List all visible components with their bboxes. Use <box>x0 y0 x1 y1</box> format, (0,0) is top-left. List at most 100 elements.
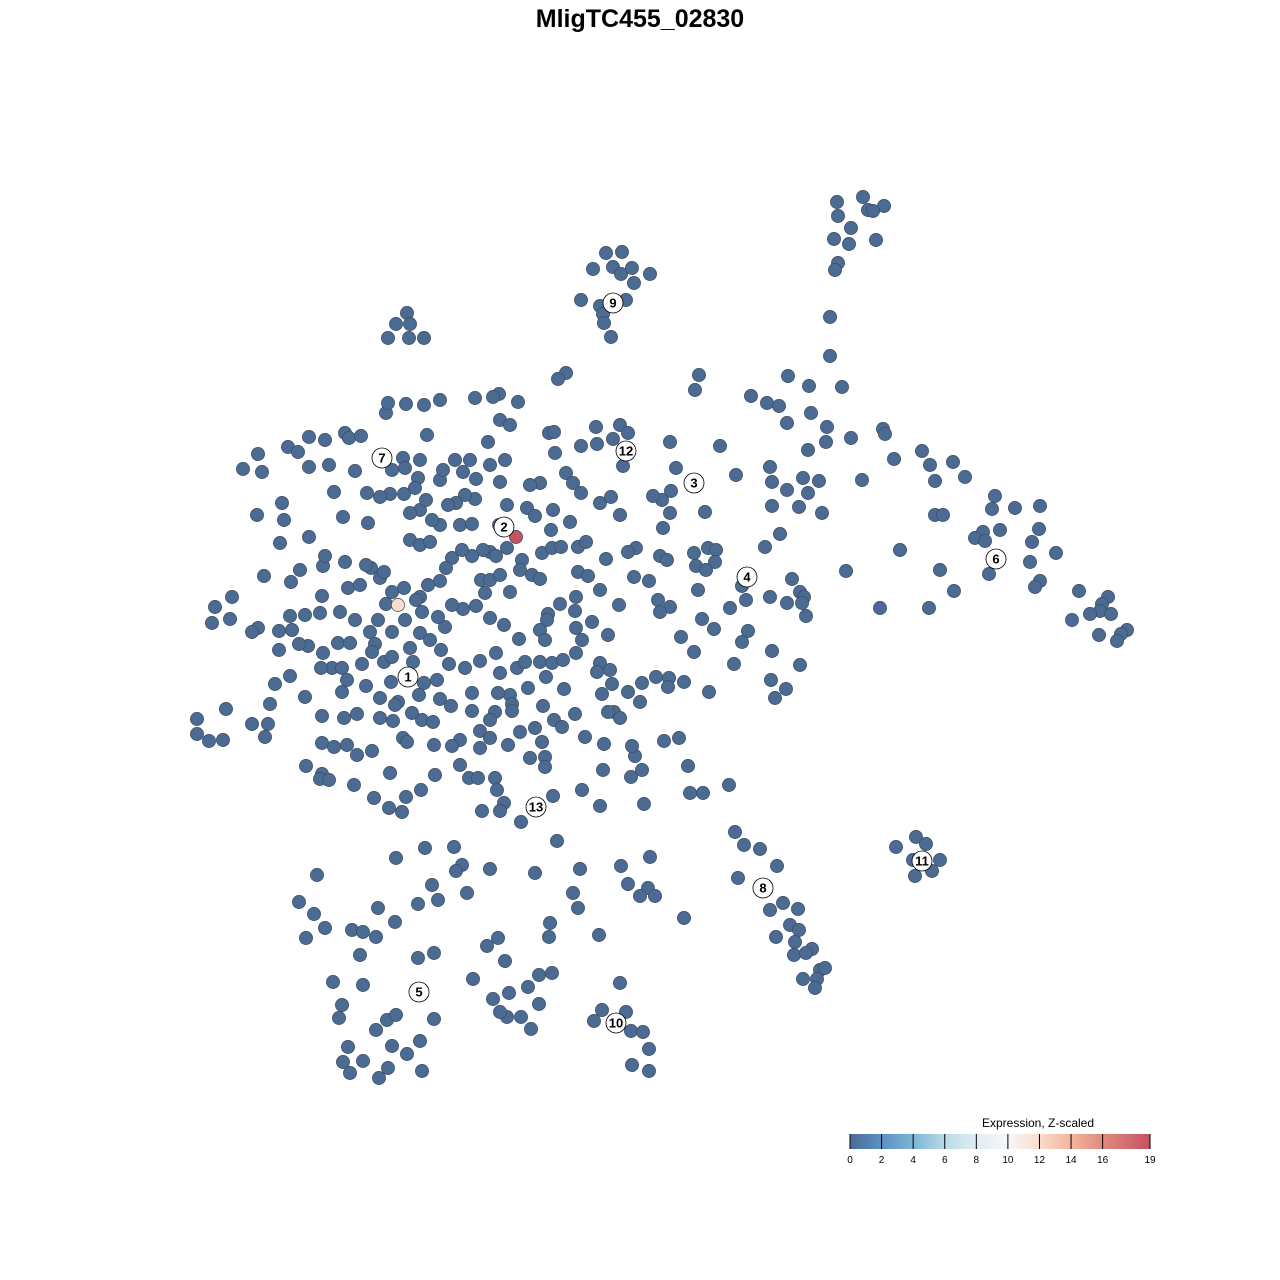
data-point <box>513 563 527 577</box>
data-point <box>614 859 628 873</box>
data-point <box>922 601 936 615</box>
data-point <box>792 500 806 514</box>
data-point <box>621 877 635 891</box>
data-point <box>423 535 437 549</box>
data-point <box>399 397 413 411</box>
cluster-label-bubble <box>985 548 1007 570</box>
data-point <box>936 508 950 522</box>
data-point <box>347 778 361 792</box>
data-point <box>285 623 299 637</box>
data-point <box>795 596 809 610</box>
data-point <box>842 237 856 251</box>
cluster-label-text: 4 <box>743 570 751 585</box>
data-point <box>491 931 505 945</box>
data-point <box>403 641 417 655</box>
data-point <box>672 731 686 745</box>
data-point <box>359 558 373 572</box>
cluster-label-13: 13 <box>525 796 547 818</box>
data-point <box>335 661 349 675</box>
data-point <box>292 895 306 909</box>
data-point <box>642 1064 656 1078</box>
data-point <box>371 613 385 627</box>
data-point <box>878 427 892 441</box>
data-point <box>808 981 822 995</box>
data-point <box>627 276 641 290</box>
data-point <box>299 931 313 945</box>
data-point <box>523 751 537 765</box>
chart-title: MligTC455_02830 <box>536 5 744 33</box>
data-point <box>434 643 448 657</box>
data-point <box>503 585 517 599</box>
data-point <box>293 563 307 577</box>
color-legend: Expression, Z-scaled 0 2 4 6 8 10 12 14 16 19 <box>847 1116 1156 1166</box>
data-point <box>275 496 289 510</box>
data-point <box>436 463 450 477</box>
data-point <box>447 840 461 854</box>
data-point <box>273 536 287 550</box>
data-point <box>405 706 419 720</box>
data-point <box>792 923 806 937</box>
data-point <box>947 584 961 598</box>
data-point <box>763 460 777 474</box>
data-point <box>431 893 445 907</box>
data-point <box>753 842 767 856</box>
data-point <box>869 233 883 247</box>
data-point <box>982 567 996 581</box>
data-point <box>190 727 204 741</box>
data-point <box>933 563 947 577</box>
data-point <box>621 426 635 440</box>
data-point <box>302 530 316 544</box>
data-point <box>575 633 589 647</box>
data-point <box>543 916 557 930</box>
data-point <box>728 825 742 839</box>
data-point <box>409 593 423 607</box>
data-point <box>707 622 721 636</box>
data-point <box>575 783 589 797</box>
data-point <box>486 390 500 404</box>
data-point <box>268 677 282 691</box>
data-point <box>612 598 626 612</box>
data-point <box>542 930 556 944</box>
data-point <box>660 553 674 567</box>
data-point <box>489 549 503 563</box>
data-point <box>453 518 467 532</box>
data-point <box>302 460 316 474</box>
data-point <box>473 654 487 668</box>
cluster-label-10: 10 <box>605 1012 627 1034</box>
data-point <box>488 771 502 785</box>
data-point <box>624 1024 638 1038</box>
data-point <box>417 398 431 412</box>
data-point <box>681 759 695 773</box>
data-point <box>785 572 799 586</box>
cluster-label-bubble <box>911 850 933 872</box>
data-point <box>385 625 399 639</box>
data-point <box>359 679 373 693</box>
data-point <box>365 645 379 659</box>
data-point <box>559 466 573 480</box>
data-point <box>315 709 329 723</box>
data-point <box>202 734 216 748</box>
data-point <box>438 620 452 634</box>
points-layer <box>190 190 1134 1085</box>
data-point <box>512 632 526 646</box>
data-point <box>449 864 463 878</box>
data-point <box>545 966 559 980</box>
data-point <box>535 735 549 749</box>
data-point <box>277 513 291 527</box>
data-point <box>423 633 437 647</box>
data-point <box>556 653 570 667</box>
data-point <box>683 786 697 800</box>
data-point <box>379 597 393 611</box>
data-point <box>498 453 512 467</box>
data-point <box>779 682 793 696</box>
data-point <box>669 461 683 475</box>
legend-tick-label: 19 <box>1144 1155 1156 1166</box>
data-point <box>599 246 613 260</box>
data-point <box>553 597 567 611</box>
data-point <box>557 682 571 696</box>
data-point <box>727 657 741 671</box>
data-point <box>1083 607 1097 621</box>
data-point <box>524 1022 538 1036</box>
data-point <box>547 425 561 439</box>
data-point <box>637 797 651 811</box>
